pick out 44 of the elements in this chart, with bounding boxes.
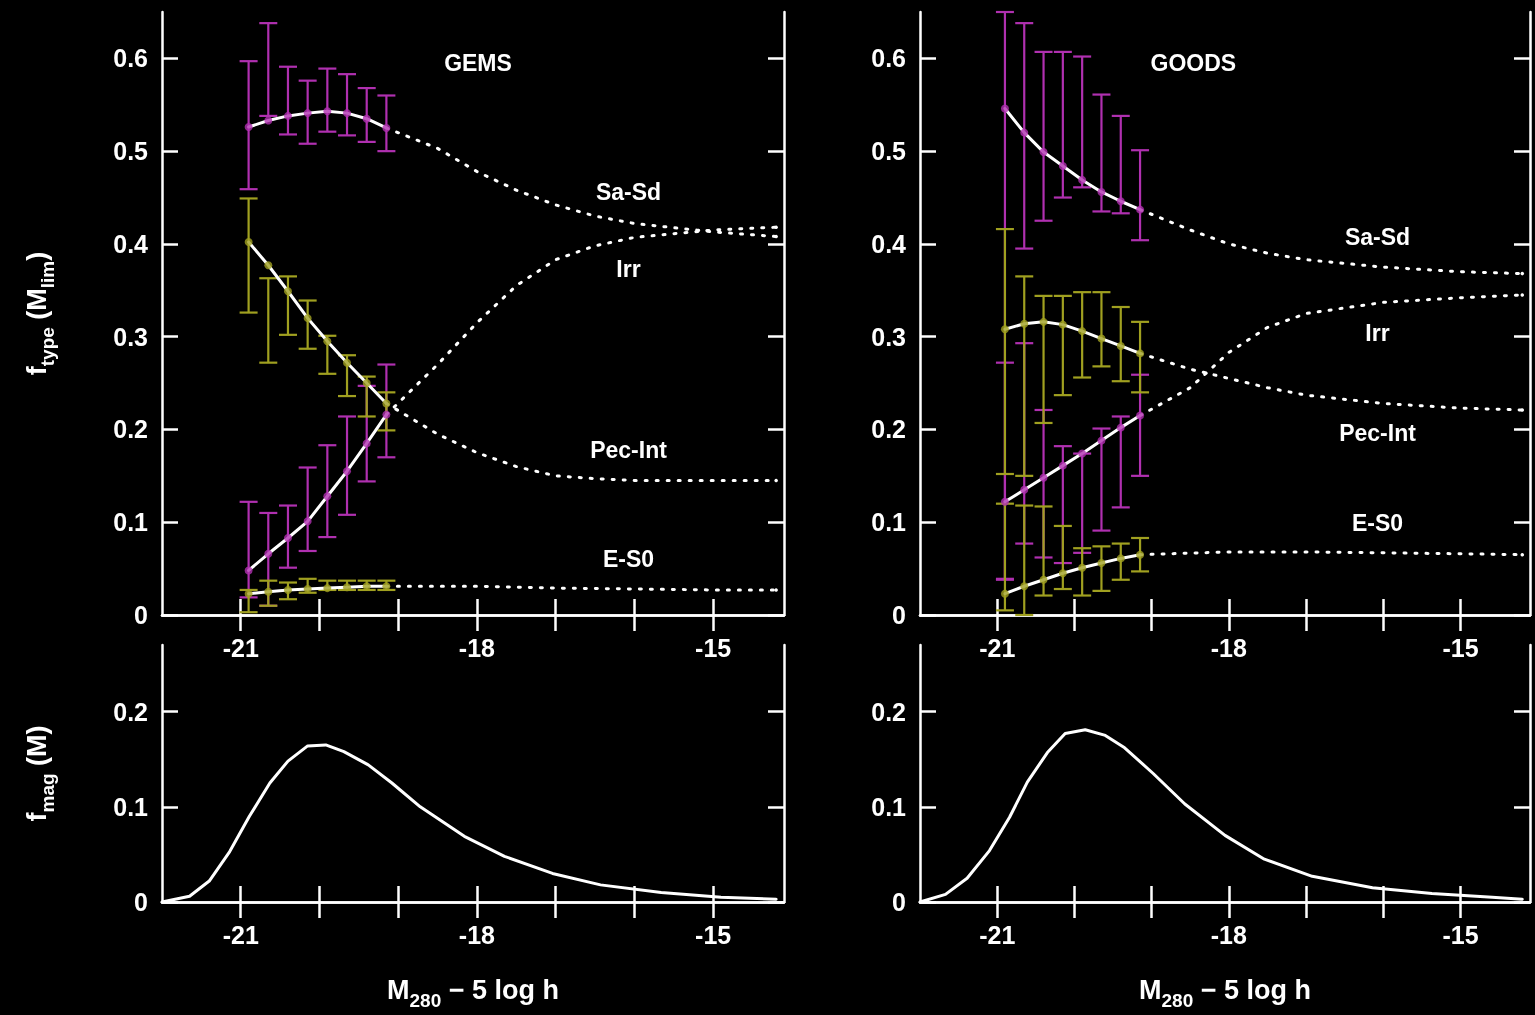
y-tick-label: 0.1 (113, 792, 149, 821)
x-tick-label: -15 (695, 920, 732, 949)
y-tick-label: 0.1 (871, 508, 907, 537)
x-tick-label: -18 (458, 920, 496, 949)
y-tick-label: 0 (134, 888, 148, 916)
series-label: Irr (616, 255, 641, 282)
x-tick-label: -15 (1442, 633, 1479, 662)
series-label: Pec-Int (590, 437, 668, 464)
series-label: E-S0 (1351, 509, 1404, 536)
y-tick-label: 0 (892, 601, 906, 629)
series-label: Sa-Sd (595, 179, 662, 206)
x-tick-label: -21 (222, 633, 259, 662)
series-label: Sa-Sd (1344, 223, 1411, 250)
y-tick-label: 0.2 (871, 415, 906, 444)
y-tick-label: 0.2 (871, 697, 906, 726)
y-tick-label: 0.4 (871, 229, 907, 258)
y-tick-label: 0.2 (113, 415, 148, 444)
series-label: E-S0 (602, 545, 655, 572)
y-tick-label: 0.6 (871, 44, 906, 73)
x-tick-label: -15 (695, 633, 732, 662)
text: GEMS (444, 49, 512, 76)
y-tick-label: 0.2 (113, 697, 148, 726)
y-tick-label: 0.4 (113, 229, 149, 258)
y-tick-label: 0.6 (113, 44, 148, 73)
x-tick-label: -21 (222, 920, 259, 949)
series-label: Irr (1365, 320, 1390, 347)
y-tick-label: 0 (892, 888, 906, 916)
x-tick-label: -21 (979, 633, 1016, 662)
text: GOODS (1150, 49, 1237, 76)
y-tick-label: 0 (134, 601, 148, 629)
y-axis-title: ftype (Mlim) (22, 251, 58, 376)
x-tick-label: -18 (1210, 920, 1248, 949)
y-tick-label: 0.1 (113, 508, 149, 537)
x-tick-label: -15 (1442, 920, 1479, 949)
series-label: Pec-Int (1339, 419, 1417, 446)
x-tick-label: -21 (979, 920, 1016, 949)
y-tick-label: 0.1 (871, 792, 907, 821)
x-tick-label: -18 (1210, 633, 1248, 662)
y-tick-label: 0.5 (113, 137, 149, 166)
y-tick-label: 0.5 (871, 137, 907, 166)
y-axis-title: fmag (M) (22, 725, 58, 822)
x-tick-label: -18 (458, 633, 496, 662)
y-tick-label: 0.3 (113, 322, 148, 351)
y-tick-label: 0.3 (871, 322, 906, 351)
